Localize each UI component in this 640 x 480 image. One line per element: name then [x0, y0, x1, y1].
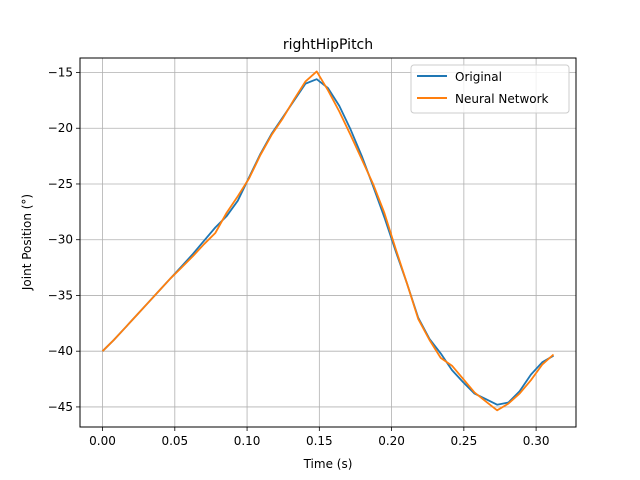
legend-label-original: Original	[455, 70, 502, 84]
y-tick-label: −45	[48, 400, 73, 414]
y-tick-label: −25	[48, 177, 73, 191]
x-tick-label: 0.15	[306, 434, 333, 448]
axis-ticks: 0.00 0.05 0.10 0.15 0.20 0.25 0.30 −45 −40 −35 −30…	[48, 65, 550, 448]
series-line-neural-network	[101, 70, 555, 412]
x-tick-label: 0.05	[161, 434, 188, 448]
y-axis-label: Joint Position (°)	[20, 194, 34, 291]
x-tick-label: 0.20	[378, 434, 405, 448]
x-tick-label: 0.10	[234, 434, 261, 448]
x-tick-label: 0.25	[450, 434, 477, 448]
y-tick-label: −15	[48, 65, 73, 79]
y-tick-label: −35	[48, 288, 73, 302]
legend: Original Neural Network	[410, 64, 570, 114]
legend-label-neural-network: Neural Network	[455, 92, 549, 106]
legend-box	[410, 64, 570, 114]
y-tick-label: −40	[48, 344, 73, 358]
y-tick-label: −20	[48, 121, 73, 135]
plot-frame	[79, 57, 577, 428]
y-tick-label: −30	[48, 233, 73, 247]
x-tick-label: 0.30	[523, 434, 550, 448]
chart-title: rightHipPitch	[283, 37, 373, 53]
plot-area	[80, 58, 576, 427]
x-tick-label: 0.00	[89, 434, 116, 448]
series-lines	[101, 70, 555, 412]
x-axis-label: Time (s)	[303, 457, 353, 471]
